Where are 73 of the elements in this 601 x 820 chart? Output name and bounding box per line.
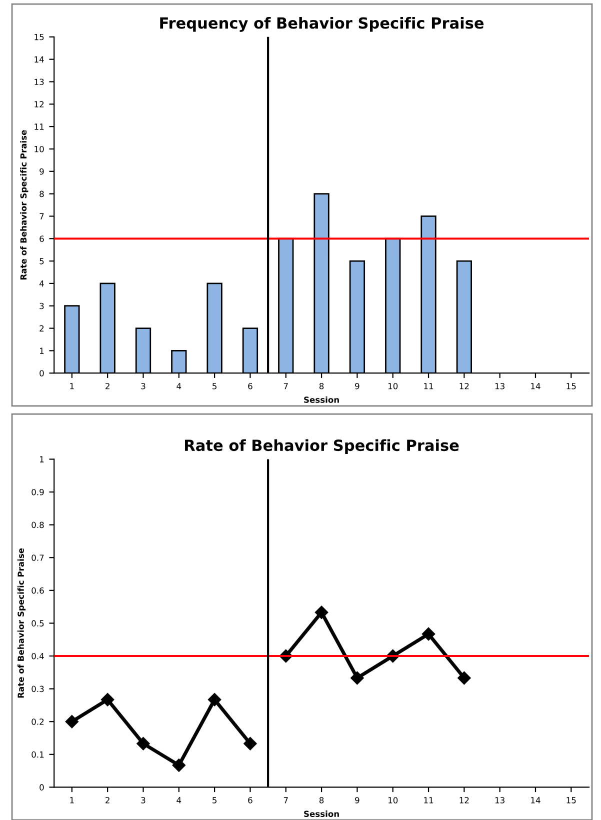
y-tick-label: 1 (40, 456, 44, 462)
x-tick-label: 7 (284, 383, 288, 390)
x-tick-label: 6 (248, 382, 252, 390)
x-tick-label: 12 (460, 797, 469, 804)
x-tick-label: 13 (495, 797, 504, 804)
point (458, 671, 471, 685)
x-tick-label: 5 (212, 383, 216, 390)
x-tick-label: 8 (319, 797, 324, 804)
y-tick-label: 4 (39, 280, 44, 287)
x-axis-title: Session (304, 810, 339, 817)
y-tick-label: 15 (34, 34, 44, 40)
x-tick-label: 5 (212, 797, 216, 804)
x-tick-label: 10 (388, 797, 398, 804)
chart-title: Rate of Behavior Specific Praise (185, 439, 459, 454)
x-tick-label: 3 (141, 382, 146, 390)
x-tick-label: 11 (424, 383, 434, 390)
point (350, 671, 364, 685)
x-tick-label: 1 (70, 383, 74, 390)
y-tick-label: 7 (40, 213, 44, 220)
x-tick-label: 1 (70, 797, 74, 804)
x-tick-label: 3 (141, 797, 146, 804)
x-tick-label: 4 (176, 383, 182, 390)
y-tick-label: 3 (40, 302, 44, 310)
x-tick-label: 14 (531, 383, 540, 390)
x-tick-label: 14 (531, 797, 540, 804)
x-tick-label: 8 (319, 382, 324, 390)
x-tick-label: 15 (566, 797, 576, 804)
x-tick-label: 12 (460, 382, 469, 390)
y-tick-label: 0 (40, 370, 44, 376)
y-tick-label: 2 (40, 325, 44, 332)
y-tick-label: 14 (34, 56, 44, 62)
x-tick-label: 11 (424, 797, 434, 804)
y-tick-label: 6 (40, 236, 44, 242)
y-tick-label: 9 (40, 168, 44, 175)
y-tick-label: 11 (34, 124, 44, 130)
x-tick-label: 4 (176, 797, 182, 804)
point (65, 715, 79, 728)
x-tick-label: 2 (106, 382, 110, 390)
chart-title: Frequency of Behavior Specific Praise (160, 16, 484, 32)
point (172, 758, 186, 772)
x-tick-label: 15 (566, 383, 576, 390)
point (208, 693, 222, 706)
y-tick-label: 10 (34, 146, 44, 152)
y-tick-label: 0.9 (32, 488, 44, 496)
x-tick-label: 10 (388, 382, 398, 390)
x-tick-label: 9 (355, 382, 360, 390)
y-tick-label: 0 (40, 784, 44, 790)
y-tick-label: 12 (34, 101, 44, 108)
y-tick-label: 1 (40, 348, 44, 354)
y-tick-label: 0.6 (32, 587, 44, 594)
x-axis-title: Session (304, 396, 339, 403)
x-tick-label: 7 (284, 797, 288, 804)
y-axis-title: Rate of Behavior Specific Praise (17, 548, 26, 698)
y-tick-label: 0.3 (32, 686, 44, 692)
x-tick-label: 9 (355, 797, 360, 804)
x-tick-label: 6 (248, 797, 252, 804)
y-tick-label: 0.7 (32, 554, 44, 561)
y-tick-label: 0.5 (32, 620, 44, 626)
point (422, 627, 436, 641)
point (244, 736, 257, 750)
x-tick-label: 2 (106, 797, 110, 804)
y-axis-title: Rate of Behavior Specific Praise (20, 130, 28, 280)
y-tick-label: 13 (34, 78, 44, 86)
point (136, 736, 150, 750)
y-tick-label: 0.4 (32, 652, 44, 660)
point (314, 606, 328, 619)
y-tick-label: 8 (40, 190, 44, 198)
y-tick-label: 0.8 (32, 522, 44, 528)
y-tick-label: 0.1 (32, 751, 44, 758)
point (100, 693, 114, 706)
x-tick-label: 13 (495, 382, 504, 390)
y-tick-label: 5 (40, 258, 44, 264)
y-tick-label: 0.2 (32, 718, 44, 725)
